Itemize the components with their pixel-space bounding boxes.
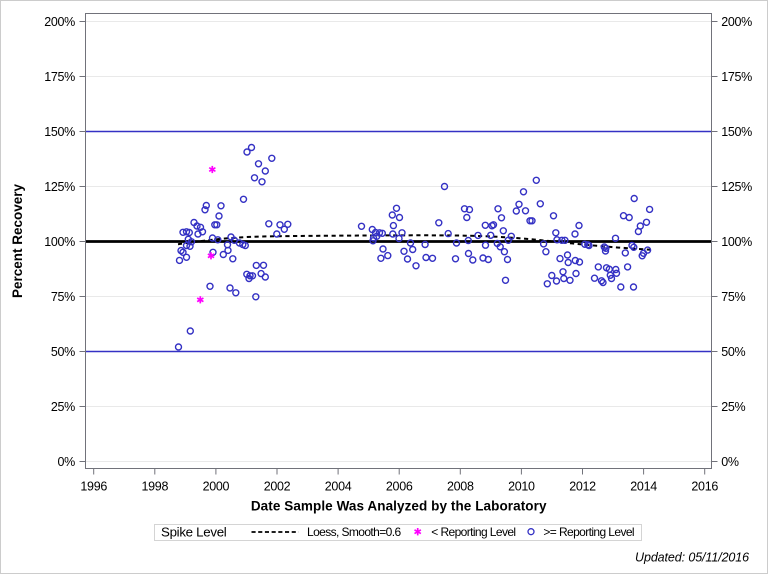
svg-text:200%: 200% — [721, 15, 752, 29]
svg-text:100%: 100% — [44, 235, 75, 249]
svg-text:2014: 2014 — [630, 480, 657, 494]
svg-text:150%: 150% — [44, 125, 75, 139]
svg-text:200%: 200% — [44, 15, 75, 29]
svg-text:175%: 175% — [44, 70, 75, 84]
svg-text:Date Sample Was Analyzed by th: Date Sample Was Analyzed by the Laborato… — [251, 499, 547, 514]
svg-text:2000: 2000 — [203, 480, 230, 494]
svg-text:2010: 2010 — [508, 480, 535, 494]
svg-text:100%: 100% — [721, 235, 752, 249]
svg-text:1998: 1998 — [141, 480, 168, 494]
svg-text:2012: 2012 — [569, 480, 596, 494]
svg-text:2016: 2016 — [691, 480, 718, 494]
svg-text:0%: 0% — [58, 455, 76, 469]
svg-text:Spike Level: Spike Level — [161, 525, 227, 540]
svg-text:2008: 2008 — [447, 480, 474, 494]
svg-text:Percent Recovery: Percent Recovery — [10, 183, 25, 298]
svg-text:1996: 1996 — [80, 480, 107, 494]
svg-text:50%: 50% — [721, 345, 745, 359]
svg-text:150%: 150% — [721, 125, 752, 139]
svg-text:50%: 50% — [51, 345, 75, 359]
svg-text:125%: 125% — [721, 180, 752, 194]
svg-text:125%: 125% — [44, 180, 75, 194]
svg-text:75%: 75% — [721, 290, 745, 304]
svg-text:75%: 75% — [51, 290, 75, 304]
svg-text:>= Reporting Level: >= Reporting Level — [543, 525, 634, 539]
svg-text:2006: 2006 — [386, 480, 413, 494]
svg-text:0%: 0% — [721, 455, 739, 469]
svg-text:Loess, Smooth=0.6: Loess, Smooth=0.6 — [307, 525, 401, 539]
svg-text:25%: 25% — [51, 400, 75, 414]
svg-text:2002: 2002 — [264, 480, 291, 494]
svg-text:< Reporting Level: < Reporting Level — [431, 525, 515, 539]
svg-text:2004: 2004 — [325, 480, 352, 494]
svg-text:175%: 175% — [721, 70, 752, 84]
svg-text:25%: 25% — [721, 400, 745, 414]
svg-text:Updated: 05/11/2016: Updated: 05/11/2016 — [635, 551, 749, 565]
